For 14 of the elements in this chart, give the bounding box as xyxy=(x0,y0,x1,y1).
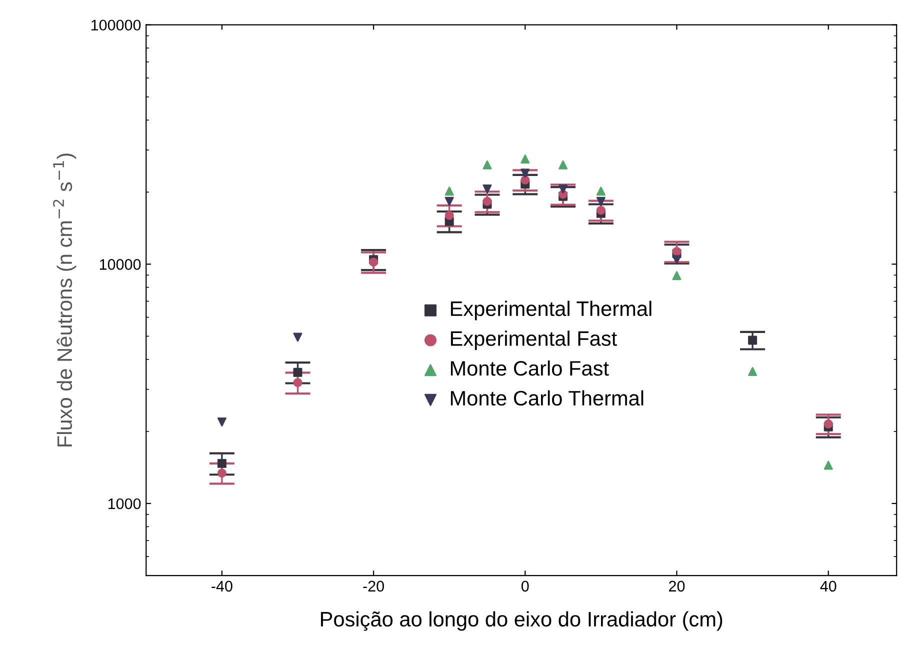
x-tick-label: -20 xyxy=(363,580,384,592)
legend-label: Monte Carlo Fast xyxy=(450,360,609,376)
x-tick-label: 0 xyxy=(521,580,529,592)
legend-label: Experimental Fast xyxy=(450,330,617,350)
y-tick-label: 10000 xyxy=(100,259,141,270)
legend-label: Monte Carlo Thermal xyxy=(450,390,644,406)
x-tick-label: 40 xyxy=(820,580,836,592)
x-axis-title: Posição ao longo do eixo do Irradiador (cm) xyxy=(321,611,722,631)
x-tick-label: -40 xyxy=(212,580,232,592)
y-axis-title: Fluxo de Nêutrons (n cm$^{−2}$ s$^{−1}$) xyxy=(53,154,76,446)
y-tick-label: 1000 xyxy=(108,498,141,510)
x-tick-label: 20 xyxy=(669,580,685,592)
y-tick-label: 100000 xyxy=(91,20,141,31)
legend-label: Experimental Thermal xyxy=(450,300,652,320)
